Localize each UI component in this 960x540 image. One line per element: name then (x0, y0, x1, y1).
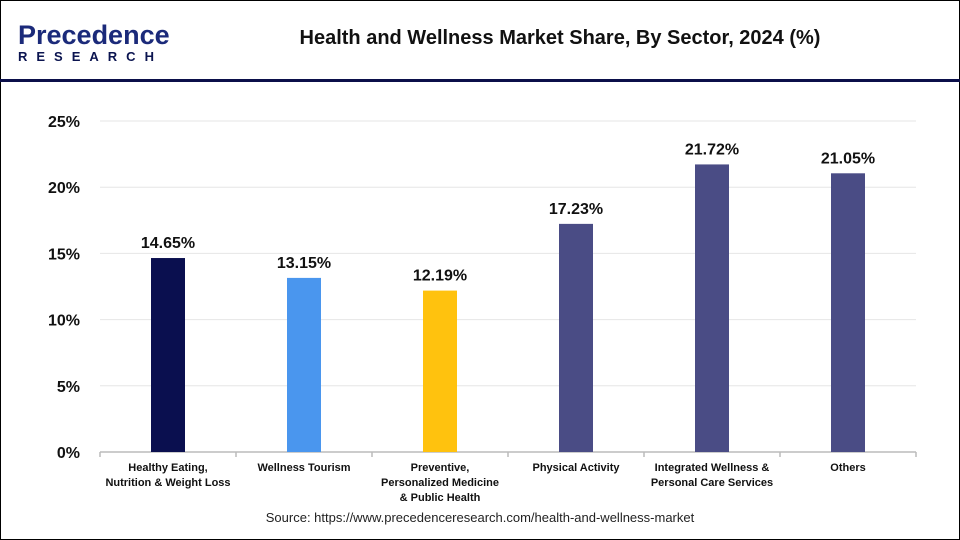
bar (287, 277, 321, 452)
y-tick-label: 5% (57, 379, 80, 396)
bar (151, 258, 185, 452)
data-label: 21.05% (821, 150, 875, 167)
logo: Precedence RESEARCH (18, 20, 170, 65)
y-tick-label: 10% (48, 313, 80, 330)
source-text: Source: https://www.precedenceresearch.c… (265, 510, 695, 525)
x-tick-label: Wellness Tourism (257, 462, 350, 474)
bar (559, 223, 593, 452)
y-tick-label: 15% (48, 246, 80, 263)
data-label: 13.15% (277, 255, 331, 272)
y-tick-label: 20% (48, 180, 80, 197)
bar (831, 173, 865, 452)
x-tick-label: Personalized Medicine (381, 477, 499, 489)
data-label: 17.23% (549, 201, 603, 218)
x-tick-label: Physical Activity (532, 462, 620, 474)
data-label: 21.72% (685, 141, 739, 158)
header: Precedence RESEARCH Health and Wellness … (0, 0, 960, 82)
data-label: 14.65% (141, 235, 195, 252)
logo-line1: Precedence (18, 20, 170, 50)
y-tick-label: 0% (57, 445, 80, 462)
x-tick-label: Others (830, 462, 865, 474)
logo-line2: RESEARCH (18, 49, 163, 64)
data-label: 12.19% (413, 268, 467, 285)
bar (695, 164, 729, 453)
chart-title: Health and Wellness Market Share, By Sec… (299, 27, 821, 49)
x-tick-label: Preventive, (411, 462, 470, 474)
x-tick-label: Personal Care Services (651, 477, 773, 489)
x-tick-label: Healthy Eating, (128, 462, 207, 474)
x-tick-label: & Public Health (400, 492, 481, 504)
x-tick-label: Nutrition & Weight Loss (105, 477, 230, 489)
y-tick-label: 25% (48, 114, 80, 131)
x-tick-label: Integrated Wellness & (655, 462, 770, 474)
bar (423, 290, 457, 452)
